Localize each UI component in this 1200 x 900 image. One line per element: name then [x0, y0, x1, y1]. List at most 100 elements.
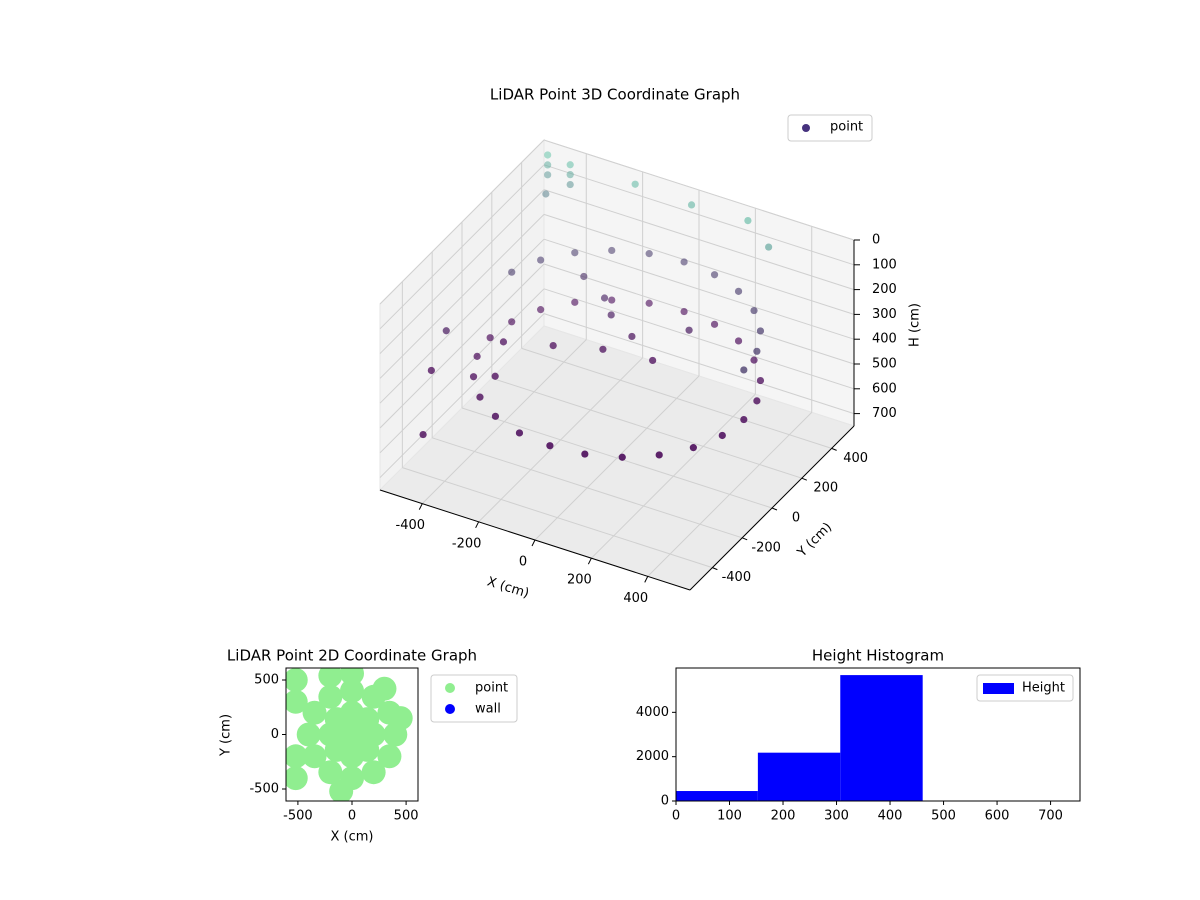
point [689, 444, 697, 452]
point [571, 249, 579, 257]
point [355, 737, 380, 762]
point [744, 216, 752, 225]
x-tick-label: 200 [771, 809, 796, 824]
point [571, 298, 579, 306]
grid-line [379, 238, 545, 404]
point [473, 352, 481, 360]
point [329, 779, 354, 801]
grid-line [543, 139, 855, 241]
tick-mark [587, 557, 592, 565]
bar [840, 675, 923, 801]
grid-line [402, 467, 713, 569]
chart-histogram: 0 100 200 300 400 500 600 700 0 2000 4000 Height Hi… [636, 647, 1081, 824]
grid-line [543, 313, 855, 415]
plot-area [286, 668, 413, 801]
point [377, 744, 402, 769]
point [340, 668, 364, 686]
point [544, 171, 552, 179]
grid-line [379, 263, 545, 429]
point [486, 334, 494, 342]
point [750, 306, 758, 315]
point [286, 744, 308, 769]
point [750, 356, 758, 364]
tick-mark [831, 447, 837, 451]
point [566, 180, 574, 189]
point [680, 258, 688, 266]
point [286, 766, 308, 791]
grid-line [543, 238, 855, 340]
point [608, 296, 616, 304]
point [542, 190, 550, 198]
point [649, 356, 657, 365]
point [687, 201, 696, 209]
z-tick-label: 200 [872, 282, 897, 297]
point [318, 760, 343, 785]
point [318, 684, 343, 709]
point [734, 337, 743, 345]
point [508, 268, 516, 276]
x-tick-label: 400 [623, 591, 648, 606]
point [340, 722, 364, 747]
point [544, 161, 552, 169]
point [628, 332, 636, 341]
z-tick-label: 700 [872, 406, 897, 421]
legend: Height [976, 674, 1074, 702]
z-tick-label: 500 [872, 357, 897, 372]
point [549, 341, 557, 350]
y-tick-label: 0 [792, 511, 800, 526]
point [340, 678, 364, 703]
point [765, 243, 773, 251]
point [469, 373, 478, 381]
x-tick-label: -400 [396, 518, 426, 533]
grid-line [379, 288, 545, 454]
x-tick-label: 0 [519, 555, 527, 570]
z-tick-label: 400 [872, 332, 897, 347]
z-tick-label: 0 [872, 233, 880, 248]
grid-line [379, 164, 545, 330]
point [318, 668, 343, 688]
z-tick-label: 100 [872, 257, 897, 272]
tick-mark [475, 521, 480, 529]
point [718, 431, 726, 440]
point [734, 287, 743, 295]
legend-marker [802, 124, 810, 132]
legend-label: point [830, 120, 863, 135]
point [302, 700, 327, 725]
chart-title: LiDAR Point 2D Coordinate Graph [227, 647, 477, 665]
point [476, 393, 484, 401]
y-tick-label: 400 [843, 451, 868, 466]
tick-mark [741, 537, 748, 541]
grid-line [521, 347, 832, 449]
tick-mark [771, 507, 778, 511]
point [710, 320, 719, 328]
point [491, 412, 500, 420]
point [508, 318, 516, 326]
grid-line [543, 213, 855, 315]
x-axis-label: X (cm) [331, 830, 374, 845]
legend-label: point [475, 681, 508, 696]
z-tick-label: 300 [872, 307, 897, 322]
x-tick-label: 300 [824, 809, 849, 824]
point [607, 311, 615, 319]
point [600, 294, 609, 302]
grid-line [379, 189, 545, 354]
grid-line [379, 139, 545, 305]
point [608, 246, 616, 255]
point [491, 372, 499, 380]
y-tick-label: -400 [722, 570, 752, 585]
x-tick-label: 100 [717, 809, 742, 824]
chart-2d: -500 0 500 -500 0 500 X (cm) Y (cm) LiDAR Point … [219, 647, 518, 845]
grid-line [543, 263, 855, 365]
point [286, 689, 308, 714]
point [388, 706, 413, 731]
point [655, 451, 663, 459]
x-axis-label: X (cm) [485, 575, 531, 602]
point [442, 327, 450, 335]
x-tick-label: 200 [567, 573, 592, 588]
point [546, 442, 554, 450]
x-tick-label: 700 [1038, 809, 1063, 824]
legend-frame [787, 114, 873, 142]
point [753, 397, 761, 405]
point [599, 345, 607, 353]
